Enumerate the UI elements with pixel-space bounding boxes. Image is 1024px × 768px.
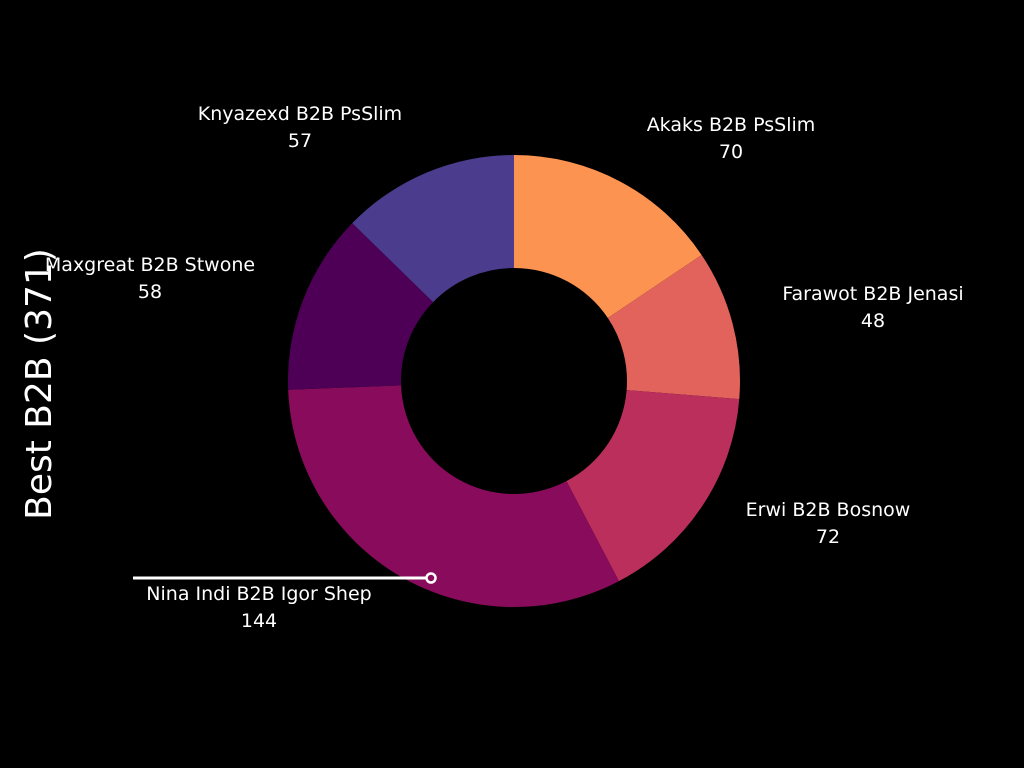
slice-value-maxgreat-b2b-stwone: 58 <box>138 281 162 303</box>
callout-marker <box>425 572 437 584</box>
slice-value-akaks-b2b-psslim: 70 <box>719 141 743 163</box>
slice-label-akaks-b2b-psslim: Akaks B2B PsSlim <box>647 114 816 136</box>
slice-value-nina-indi-b2b-igor-shep: 144 <box>241 610 277 632</box>
slice-label-nina-indi-b2b-igor-shep: Nina Indi B2B Igor Shep <box>146 583 371 605</box>
slice-value-knyazexd-b2b-psslim: 57 <box>288 130 312 152</box>
slice-label-maxgreat-b2b-stwone: Maxgreat B2B Stwone <box>45 254 255 276</box>
pie-slice-farawot-b2b-jenasi[interactable] <box>607 255 741 400</box>
highlight-callout <box>133 572 437 584</box>
chart-title: Best B2B (371) <box>19 248 60 520</box>
slice-label-knyazexd-b2b-psslim: Knyazexd B2B PsSlim <box>198 103 402 125</box>
slice-value-farawot-b2b-jenasi: 48 <box>861 310 885 332</box>
pie-slice-erwi-b2b-bosnow[interactable] <box>566 390 740 582</box>
pie-slice-maxgreat-b2b-stwone[interactable] <box>288 223 434 390</box>
slice-label-farawot-b2b-jenasi: Farawot B2B Jenasi <box>782 283 963 305</box>
slice-value-erwi-b2b-bosnow: 72 <box>816 526 840 548</box>
slice-label-erwi-b2b-bosnow: Erwi B2B Bosnow <box>746 499 911 521</box>
pie-slice-knyazexd-b2b-psslim[interactable] <box>352 155 514 303</box>
pie-slice-nina-indi-b2b-igor-shep[interactable] <box>288 385 619 607</box>
pie-slice-akaks-b2b-psslim[interactable] <box>514 155 702 319</box>
